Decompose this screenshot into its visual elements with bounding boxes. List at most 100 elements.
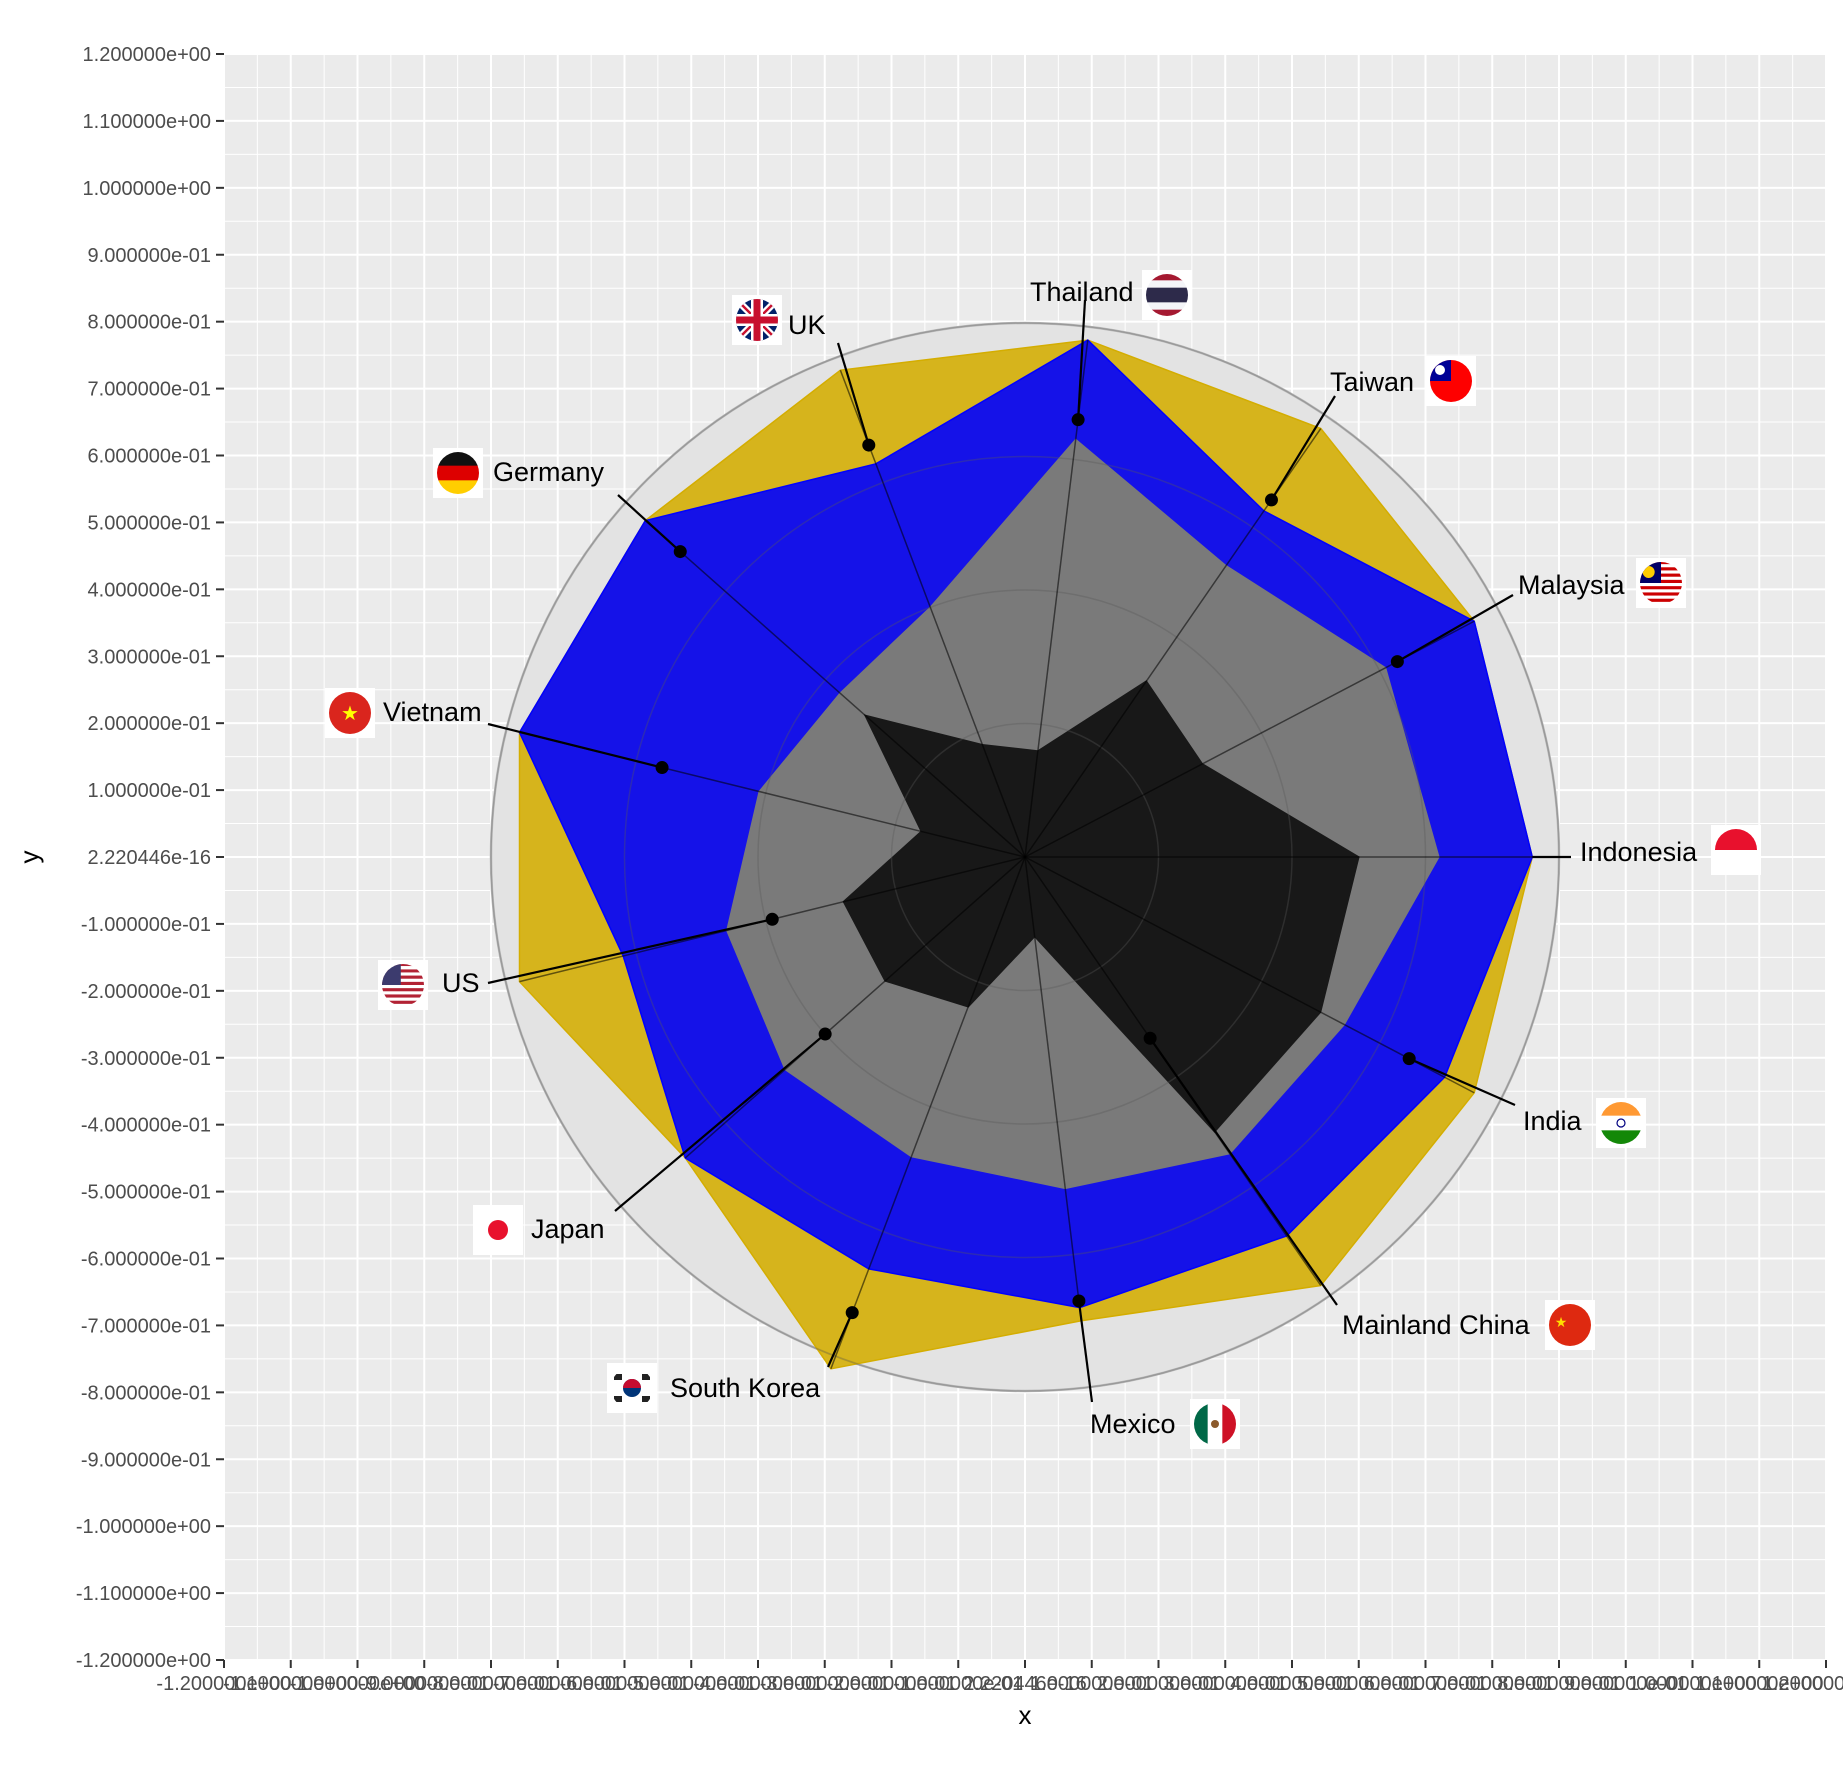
y-tick-label: -5.000000e-01 — [81, 1182, 211, 1204]
label-us: US — [442, 968, 480, 998]
taiwan-flag-icon — [1426, 356, 1476, 406]
y-tick-label: 2.220446e-16 — [88, 847, 211, 869]
vietnam-flag-icon: ★ — [325, 688, 375, 738]
y-tick-label: 3.000000e-01 — [88, 646, 211, 668]
x-tick-label: 7.000000e-01 — [1431, 1673, 1554, 1695]
label-vietnam: Vietnam — [383, 697, 482, 727]
germany-flag-icon — [433, 448, 483, 498]
y-tick-label: -3.000000e-01 — [81, 1048, 211, 1070]
y-axis: 1.200000e+00 1.100000e+00 1.000000e+00 9.00… — [76, 44, 224, 1672]
label-india: India — [1523, 1106, 1583, 1136]
label-malaysia: Malaysia — [1518, 570, 1626, 600]
leader-line-japan — [614, 1033, 826, 1212]
y-tick-label: 1.000000e-01 — [88, 780, 211, 802]
x-tick-label: -1.000000e+00 — [290, 1673, 425, 1695]
label-indonesia: Indonesia — [1580, 837, 1698, 867]
x-tick-label: 1.200000e+00 — [1762, 1673, 1843, 1695]
y-tick-label: 7.000000e-01 — [88, 379, 211, 401]
y-tick-label: 1.000000e+00 — [83, 178, 211, 200]
y-tick-label: -2.000000e-01 — [81, 981, 211, 1003]
spoke-9 — [830, 856, 1026, 1370]
leader-line-south-korea — [826, 1312, 854, 1368]
x-tick-label: -7.000000e-01 — [493, 1673, 623, 1695]
spoke-12 — [1024, 856, 1475, 1094]
leader-line-india — [1408, 1057, 1516, 1107]
uk-flag-icon — [732, 295, 782, 345]
svg-text:★: ★ — [341, 703, 359, 725]
japan-flag-icon — [473, 1205, 523, 1255]
spoke-5 — [644, 520, 1026, 858]
x-axis-title: x — [1019, 1700, 1032, 1730]
india-flag-icon — [1596, 1098, 1646, 1148]
leader-line-uk — [836, 342, 870, 446]
x-tick-label: 9.000000e-01 — [1564, 1673, 1687, 1695]
china-flag-icon: ★ — [1545, 1300, 1595, 1350]
x-tick-label: -5.000000e-01 — [626, 1673, 756, 1695]
x-tick-label: 1.100000e+00 — [1695, 1673, 1823, 1695]
x-tick-label: -4.000000e-01 — [693, 1673, 823, 1695]
leader-line-mexico — [1077, 1300, 1094, 1403]
y-tick-label: -1.100000e+00 — [76, 1583, 211, 1605]
x-axis: -1.200000e+00-1.100000e+00-1.000000e+00-… — [156, 1660, 1843, 1695]
label-mexico: Mexico — [1090, 1409, 1176, 1439]
y-tick-label: 4.000000e-01 — [88, 579, 211, 601]
y-tick-label: 1.200000e+00 — [83, 44, 211, 66]
spoke-10 — [1024, 856, 1083, 1321]
x-tick-label: -6.000000e-01 — [559, 1673, 689, 1695]
x-tick-label: -2.000000e-01 — [826, 1673, 956, 1695]
y-tick-label: -8.000000e-01 — [81, 1382, 211, 1404]
x-tick-label: 2.220446e-16 — [963, 1673, 1086, 1695]
y-tick-label: -1.000000e-01 — [81, 914, 211, 936]
label-thailand: Thailand — [1030, 277, 1134, 307]
svg-text:★: ★ — [1555, 1314, 1568, 1330]
y-tick-label: 6.000000e-01 — [88, 446, 211, 468]
x-tick-label: 1.000000e-01 — [1030, 1673, 1153, 1695]
leader-line-mainland-china — [1149, 1037, 1338, 1306]
radar-layer: Indonesia Malaysia Taiwan Thailand UK Germany… — [325, 270, 1761, 1449]
y-tick-label: -1.000000e+00 — [76, 1516, 211, 1538]
x-tick-label: -1.100000e+00 — [223, 1673, 358, 1695]
y-tick-label: 9.000000e-01 — [88, 245, 211, 267]
indonesia-flag-icon — [1711, 825, 1761, 875]
y-axis-title: y — [14, 851, 44, 864]
annotations: Indonesia Malaysia Taiwan Thailand UK Germany… — [325, 270, 1761, 1449]
x-tick-label: 3.000000e-01 — [1164, 1673, 1287, 1695]
leader-line-germany — [617, 494, 681, 553]
x-tick-label: -3.000000e-01 — [760, 1673, 890, 1695]
thailand-flag-icon — [1142, 270, 1192, 320]
y-tick-label: -4.000000e-01 — [81, 1115, 211, 1137]
y-tick-label: 2.000000e-01 — [88, 713, 211, 735]
x-tick-label: 5.000000e-01 — [1297, 1673, 1420, 1695]
label-south-korea: South Korea — [670, 1373, 821, 1403]
y-tick-label: -9.000000e-01 — [81, 1449, 211, 1471]
spoke-4 — [839, 369, 1026, 858]
y-tick-label: -1.200000e+00 — [76, 1650, 211, 1672]
malaysia-flag-icon — [1636, 558, 1686, 608]
leader-line-us — [487, 918, 773, 985]
leader-line-taiwan — [1270, 395, 1336, 501]
x-tick-label: 2.000000e-01 — [1097, 1673, 1220, 1695]
x-tick-label: -1.200000e+00 — [156, 1673, 291, 1695]
x-tick-label: 6.000000e-01 — [1364, 1673, 1487, 1695]
spoke-8 — [684, 856, 1026, 1159]
y-tick-label: 5.000000e-01 — [88, 512, 211, 534]
x-tick-label: 1.000000e+00 — [1628, 1673, 1756, 1695]
y-tick-label: -7.000000e-01 — [81, 1315, 211, 1337]
y-tick-label: -6.000000e-01 — [81, 1249, 211, 1271]
leader-line-malaysia — [1396, 594, 1514, 663]
spoke-3 — [1024, 340, 1089, 858]
south-korea-flag-icon — [607, 1363, 657, 1413]
leader-line-vietnam — [487, 722, 663, 769]
leader-line-thailand — [1077, 299, 1087, 420]
mexico-flag-icon — [1190, 1399, 1240, 1449]
series-3-polygon — [842, 680, 1360, 1133]
y-tick-label: 1.100000e+00 — [83, 111, 211, 133]
label-uk: UK — [788, 310, 826, 340]
y-tick-label: 8.000000e-01 — [88, 312, 211, 334]
x-tick-label: -9.000000e-01 — [359, 1673, 489, 1695]
x-tick-label: -8.000000e-01 — [426, 1673, 556, 1695]
label-japan: Japan — [531, 1214, 605, 1244]
label-germany: Germany — [493, 457, 605, 487]
